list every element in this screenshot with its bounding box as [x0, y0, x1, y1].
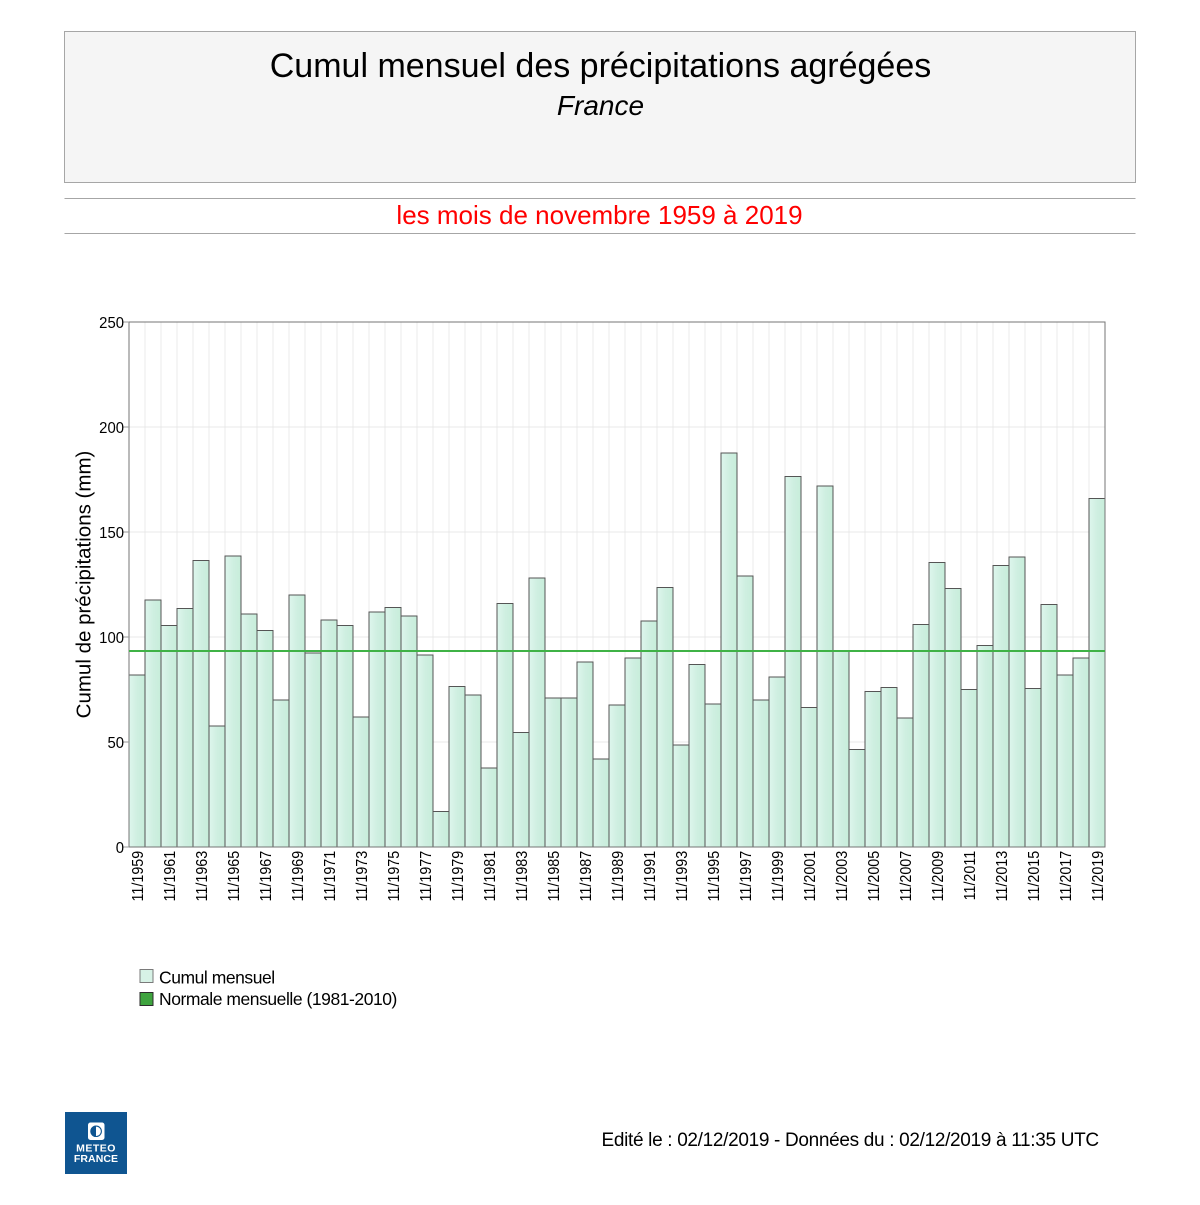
svg-text:11/2009: 11/2009 — [929, 851, 947, 902]
svg-text:11/1979: 11/1979 — [449, 851, 467, 902]
svg-text:11/2019: 11/2019 — [1089, 851, 1107, 902]
svg-text:150: 150 — [99, 524, 124, 542]
svg-text:Cumul mensuel: Cumul mensuel — [159, 967, 275, 987]
svg-text:11/2015: 11/2015 — [1025, 851, 1043, 902]
svg-text:50: 50 — [107, 734, 124, 752]
svg-text:11/1973: 11/1973 — [353, 851, 371, 902]
svg-text:11/1981: 11/1981 — [481, 851, 499, 902]
svg-text:11/1995: 11/1995 — [705, 851, 723, 902]
svg-text:11/1963: 11/1963 — [193, 851, 211, 902]
svg-text:les mois de novembre 1959 à 20: les mois de novembre 1959 à 2019 — [396, 200, 802, 230]
svg-text:11/1997: 11/1997 — [737, 851, 755, 902]
svg-text:11/2007: 11/2007 — [897, 851, 915, 902]
svg-text:11/1965: 11/1965 — [225, 851, 243, 902]
svg-text:100: 100 — [99, 629, 124, 647]
svg-text:11/1975: 11/1975 — [385, 851, 403, 902]
svg-text:Cumul de précipitations (mm): Cumul de précipitations (mm) — [73, 451, 96, 719]
svg-text:200: 200 — [99, 419, 124, 437]
svg-text:11/1977: 11/1977 — [417, 851, 435, 902]
svg-text:11/1999: 11/1999 — [769, 851, 787, 902]
svg-text:11/1983: 11/1983 — [513, 851, 531, 902]
svg-text:11/1967: 11/1967 — [257, 851, 275, 902]
svg-text:11/2013: 11/2013 — [993, 851, 1011, 902]
svg-text:11/1959: 11/1959 — [129, 851, 147, 902]
svg-text:FRANCE: FRANCE — [74, 1153, 118, 1165]
svg-text:0: 0 — [116, 839, 124, 857]
svg-text:11/1969: 11/1969 — [289, 851, 307, 902]
svg-text:11/1989: 11/1989 — [609, 851, 627, 902]
svg-text:11/2017: 11/2017 — [1057, 851, 1075, 902]
svg-text:11/1991: 11/1991 — [641, 851, 659, 902]
svg-text:11/1985: 11/1985 — [545, 851, 563, 902]
svg-text:11/1971: 11/1971 — [321, 851, 339, 902]
svg-text:11/2005: 11/2005 — [865, 851, 883, 902]
svg-text:11/2003: 11/2003 — [833, 851, 851, 902]
svg-text:11/1993: 11/1993 — [673, 851, 691, 902]
svg-text:250: 250 — [99, 314, 124, 332]
svg-text:France: France — [557, 90, 644, 121]
svg-text:Normale mensuelle (1981-2010): Normale mensuelle (1981-2010) — [159, 989, 397, 1009]
svg-text:METEO: METEO — [76, 1143, 116, 1155]
svg-text:Edité le : 02/12/2019 - Donnée: Edité le : 02/12/2019 - Données du : 02/… — [602, 1130, 1099, 1151]
svg-text:11/1961: 11/1961 — [161, 851, 179, 902]
svg-text:11/1987: 11/1987 — [577, 851, 595, 902]
svg-text:11/2011: 11/2011 — [961, 851, 979, 901]
svg-text:11/2001: 11/2001 — [801, 851, 819, 902]
svg-text:Cumul mensuel des précipitatio: Cumul mensuel des précipitations agrégée… — [270, 47, 931, 85]
